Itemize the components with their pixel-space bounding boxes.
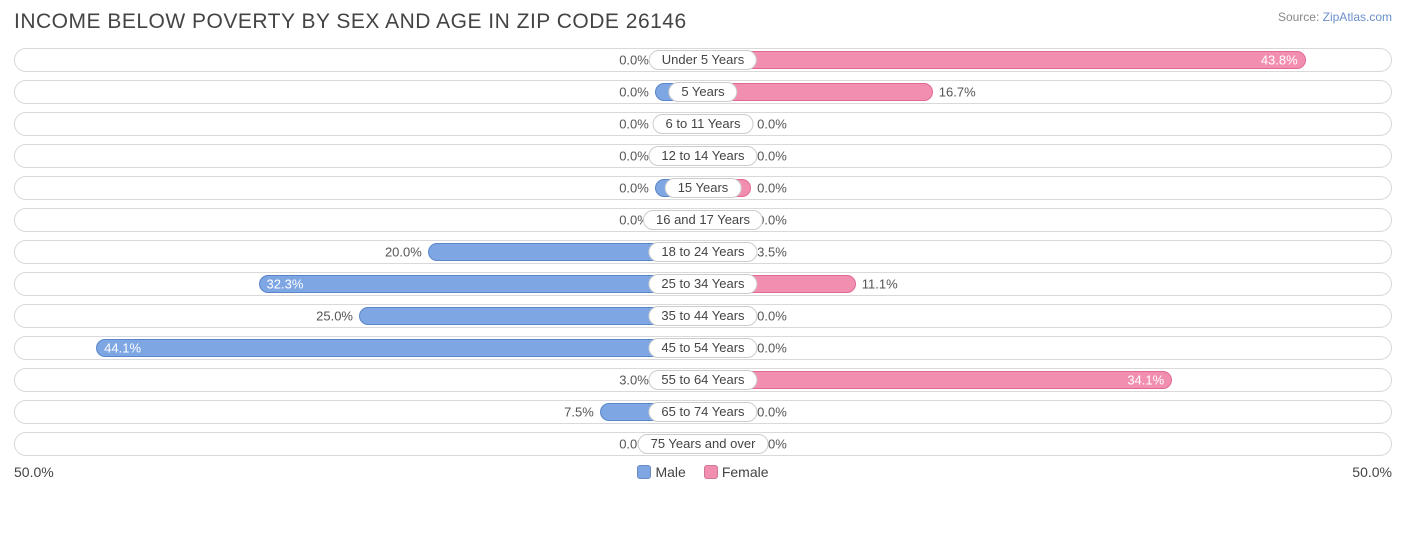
chart-row: 0.0% 43.8% Under 5 Years bbox=[14, 48, 1392, 72]
chart-row: 0.0% 16.7% 5 Years bbox=[14, 80, 1392, 104]
category-label: 25 to 34 Years bbox=[648, 274, 757, 294]
female-pct-label: 0.0% bbox=[757, 149, 787, 164]
source-prefix: Source: bbox=[1278, 10, 1323, 24]
male-pct-label: 44.1% bbox=[104, 341, 141, 356]
legend-female-swatch bbox=[704, 465, 718, 479]
chart-row: 3.0% 34.1% 55 to 64 Years bbox=[14, 368, 1392, 392]
category-label: 15 Years bbox=[665, 178, 742, 198]
diverging-bar-chart: 0.0%43.8%Under 5 Years0.0%16.7%5 Years0.… bbox=[14, 48, 1392, 456]
female-bar bbox=[703, 51, 1306, 69]
legend: Male Female bbox=[637, 464, 768, 480]
male-pct-label: 32.3% bbox=[267, 277, 304, 292]
female-bar bbox=[703, 371, 1172, 389]
chart-row: 32.3% 11.1% 25 to 34 Years bbox=[14, 272, 1392, 296]
legend-male: Male bbox=[637, 464, 685, 480]
female-pct-label: 0.0% bbox=[757, 181, 787, 196]
female-pct-label: 16.7% bbox=[939, 85, 976, 100]
category-label: 12 to 14 Years bbox=[648, 146, 757, 166]
male-pct-label: 0.0% bbox=[619, 181, 649, 196]
legend-female: Female bbox=[704, 464, 769, 480]
female-pct-label: 3.5% bbox=[757, 245, 787, 260]
chart-source: Source: ZipAtlas.com bbox=[1278, 10, 1392, 24]
category-label: 6 to 11 Years bbox=[653, 114, 754, 134]
chart-row: 20.0% 3.5%18 to 24 Years bbox=[14, 240, 1392, 264]
chart-row: 0.0%0.0%75 Years and over bbox=[14, 432, 1392, 456]
category-label: 16 and 17 Years bbox=[643, 210, 763, 230]
male-pct-label: 0.0% bbox=[619, 85, 649, 100]
category-label: 55 to 64 Years bbox=[648, 370, 757, 390]
axis-right-max: 50.0% bbox=[1352, 464, 1392, 480]
chart-row: 7.5% 0.0%65 to 74 Years bbox=[14, 400, 1392, 424]
male-pct-label: 20.0% bbox=[385, 245, 422, 260]
legend-female-label: Female bbox=[722, 464, 769, 480]
male-pct-label: 7.5% bbox=[564, 405, 594, 420]
source-link[interactable]: ZipAtlas.com bbox=[1323, 10, 1392, 24]
category-label: 65 to 74 Years bbox=[648, 402, 757, 422]
male-pct-label: 0.0% bbox=[619, 117, 649, 132]
female-pct-label: 0.0% bbox=[757, 405, 787, 420]
chart-row: 25.0% 0.0%35 to 44 Years bbox=[14, 304, 1392, 328]
category-label: 18 to 24 Years bbox=[648, 242, 757, 262]
category-label: 75 Years and over bbox=[638, 434, 769, 454]
female-pct-label: 0.0% bbox=[757, 117, 787, 132]
chart-row: 0.0% 0.0% 15 Years bbox=[14, 176, 1392, 200]
category-label: Under 5 Years bbox=[649, 50, 757, 70]
chart-row: 0.0%0.0%16 and 17 Years bbox=[14, 208, 1392, 232]
male-pct-label: 0.0% bbox=[619, 53, 649, 68]
male-bar bbox=[259, 275, 703, 293]
female-bar bbox=[703, 83, 933, 101]
female-pct-label: 11.1% bbox=[862, 277, 898, 292]
male-pct-label: 25.0% bbox=[316, 309, 353, 324]
axis-row: 50.0% Male Female 50.0% bbox=[14, 464, 1392, 480]
chart-row: 0.0% 0.0%12 to 14 Years bbox=[14, 144, 1392, 168]
category-label: 35 to 44 Years bbox=[648, 306, 757, 326]
chart-row: 0.0%0.0%6 to 11 Years bbox=[14, 112, 1392, 136]
category-label: 5 Years bbox=[668, 82, 737, 102]
female-pct-label: 0.0% bbox=[757, 341, 787, 356]
male-pct-label: 3.0% bbox=[619, 373, 649, 388]
legend-male-swatch bbox=[637, 465, 651, 479]
male-pct-label: 0.0% bbox=[619, 149, 649, 164]
chart-title: INCOME BELOW POVERTY BY SEX AND AGE IN Z… bbox=[14, 10, 687, 34]
female-pct-label: 34.1% bbox=[1127, 373, 1164, 388]
category-label: 45 to 54 Years bbox=[648, 338, 757, 358]
chart-row: 44.1% 0.0%45 to 54 Years bbox=[14, 336, 1392, 360]
female-pct-label: 0.0% bbox=[757, 309, 787, 324]
female-pct-label: 43.8% bbox=[1261, 53, 1298, 68]
axis-left-max: 50.0% bbox=[14, 464, 54, 480]
chart-header: INCOME BELOW POVERTY BY SEX AND AGE IN Z… bbox=[14, 10, 1392, 34]
male-bar bbox=[96, 339, 703, 357]
legend-male-label: Male bbox=[655, 464, 685, 480]
